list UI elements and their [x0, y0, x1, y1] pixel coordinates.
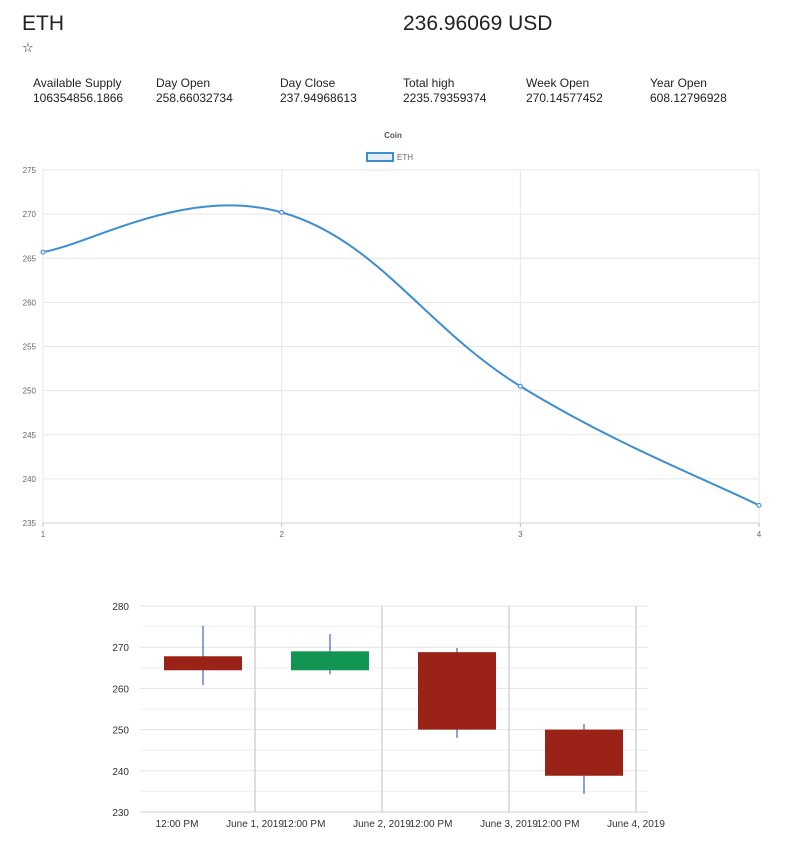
- stat-value: 608.12796928: [650, 91, 727, 105]
- y-tick-label: 270: [23, 210, 37, 219]
- data-point: [279, 209, 285, 215]
- x-tick-label: 12:00 PM: [537, 819, 580, 830]
- star-outline-icon[interactable]: ☆: [22, 40, 34, 55]
- stat-label: Available Supply: [33, 76, 122, 90]
- candle-body-up: [291, 651, 369, 671]
- x-tick-label: 12:00 PM: [410, 819, 453, 830]
- y-tick-label: 280: [112, 602, 129, 613]
- stat-value: 237.94968613: [280, 91, 357, 105]
- y-tick-label: 255: [23, 343, 37, 352]
- coin-price: 236.96069 USD: [403, 12, 553, 35]
- x-tick-label: June 4, 2019: [607, 819, 665, 830]
- data-point: [756, 502, 762, 508]
- series-line-eth: [42, 204, 760, 507]
- stat-year-open: Year Open 608.12796928: [650, 76, 773, 105]
- legend-label-eth: ETH: [397, 153, 413, 162]
- data-point: [40, 249, 46, 255]
- stat-label: Day Close: [280, 76, 336, 90]
- candle-body-down: [418, 652, 496, 730]
- stat-label: Year Open: [650, 76, 707, 90]
- x-tick-label: June 3, 2019: [480, 819, 538, 830]
- stat-value: 270.14577452: [526, 91, 603, 105]
- chart-title: Coin: [384, 131, 402, 140]
- stat-available-supply: Available Supply 106354856.1866: [33, 76, 156, 105]
- y-tick-label: 260: [23, 298, 37, 307]
- x-tick-label: June 1, 2019: [226, 819, 284, 830]
- y-tick-label: 230: [112, 808, 129, 819]
- stat-label: Day Open: [156, 76, 211, 90]
- y-tick-label: 245: [23, 431, 37, 440]
- y-tick-label: 235: [23, 519, 37, 528]
- x-tick-label: 1: [41, 530, 46, 539]
- stat-total-high: Total high 2235.79359374: [403, 76, 526, 105]
- stat-value: 106354856.1866: [33, 91, 124, 105]
- x-tick-label: June 2, 2019: [353, 819, 411, 830]
- stat-label: Total high: [403, 76, 455, 90]
- stat-value: 2235.79359374: [403, 91, 487, 105]
- data-point: [517, 383, 523, 389]
- candle-body-down: [164, 656, 242, 671]
- legend-swatch-eth: [366, 152, 394, 162]
- y-tick-label: 260: [112, 684, 129, 695]
- candle-body-down: [545, 729, 623, 776]
- y-tick-label: 240: [23, 475, 37, 484]
- stat-week-open: Week Open 270.14577452: [526, 76, 649, 105]
- y-tick-label: 240: [112, 767, 129, 778]
- y-tick-label: 265: [23, 254, 37, 263]
- stat-label: Week Open: [526, 76, 590, 90]
- x-tick-label: 12:00 PM: [156, 819, 199, 830]
- y-tick-label: 275: [23, 166, 37, 175]
- y-tick-label: 250: [23, 387, 37, 396]
- x-tick-label: 4: [757, 530, 762, 539]
- stat-value: 258.66032734: [156, 91, 233, 105]
- y-tick-label: 250: [112, 726, 129, 737]
- line-chart: Coin ETH 235 240 245 250 255 260 265 270 275 1 2 3 4: [23, 131, 762, 539]
- x-tick-label: 3: [518, 530, 523, 539]
- stat-day-close: Day Close 237.94968613: [280, 76, 403, 105]
- x-tick-label: 12:00 PM: [283, 819, 326, 830]
- stat-day-open: Day Open 258.66032734: [156, 76, 279, 105]
- x-tick-label: 2: [279, 530, 284, 539]
- coin-symbol: ETH: [22, 12, 64, 35]
- y-tick-label: 270: [112, 643, 129, 654]
